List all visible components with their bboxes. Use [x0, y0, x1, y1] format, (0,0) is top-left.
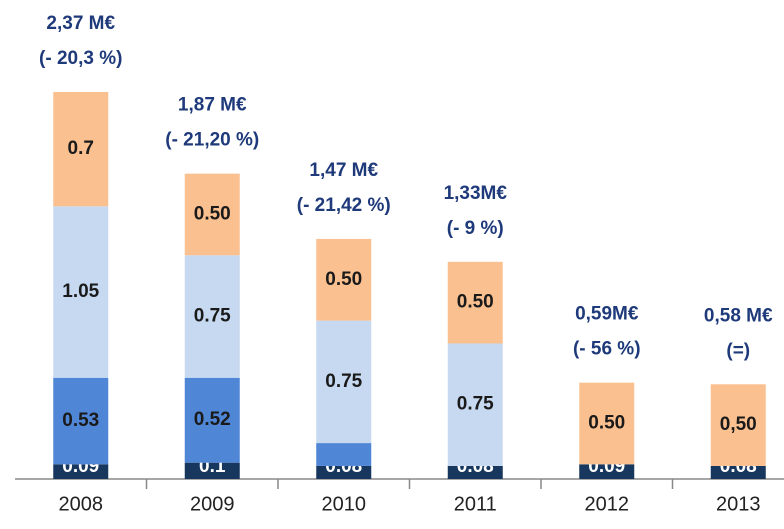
bar-segment [184, 173, 240, 256]
change-label: (- 21,20 %) [165, 130, 259, 151]
bar-segment [710, 465, 766, 479]
bar-segment [579, 464, 635, 479]
x-tick-label: 2008 [59, 493, 104, 515]
data-label: 0,50 [720, 414, 757, 435]
bar-segment [579, 382, 635, 465]
bar-segment [316, 238, 372, 321]
data-label: 0.53 [62, 410, 99, 431]
total-label: 0,59M€ [575, 304, 639, 325]
bar-segment [184, 462, 240, 479]
bar-segment [316, 443, 372, 466]
data-label: 0.75 [325, 371, 362, 392]
data-label: 0.75 [457, 394, 494, 415]
change-label: (=) [726, 340, 750, 361]
bar-segment [447, 343, 503, 466]
bar-segment [316, 465, 372, 479]
change-label: (- 56 %) [573, 339, 641, 360]
data-label: 1.05 [62, 281, 99, 302]
data-label: 0.50 [457, 292, 494, 313]
data-label: 0.75 [194, 306, 231, 327]
total-label: 1,33M€ [444, 183, 508, 204]
bar-segment [447, 465, 503, 479]
change-label: (- 9 %) [447, 218, 504, 239]
data-label: 0.50 [194, 203, 231, 224]
bar-segment [53, 92, 109, 207]
x-tick-label: 2011 [454, 493, 497, 515]
bar-segment [53, 377, 109, 465]
x-tick-label: 2012 [585, 493, 630, 515]
bar-segment [184, 377, 240, 463]
x-tick-label: 2009 [190, 493, 235, 515]
bar-segment [53, 206, 109, 378]
total-label: 1,47 M€ [309, 160, 378, 181]
change-label: (- 21,42 %) [297, 195, 391, 216]
bar-segment [316, 320, 372, 444]
bar-segment [53, 464, 109, 479]
data-label: 0.52 [194, 409, 231, 430]
total-label: 1,87 M€ [178, 95, 247, 116]
x-tick-label: 2010 [322, 493, 367, 515]
data-label: 0.7 [68, 138, 94, 159]
total-label: 2,37 M€ [46, 13, 115, 34]
data-label: 0.50 [588, 412, 625, 433]
bar-segment [710, 384, 766, 466]
x-tick-label: 2013 [716, 493, 761, 515]
data-label: 0.50 [325, 269, 362, 290]
bar-segment [447, 261, 503, 344]
change-label: (- 20,3 %) [39, 48, 122, 69]
bar-segment [184, 255, 240, 378]
total-label: 0,58 M€ [704, 305, 773, 326]
